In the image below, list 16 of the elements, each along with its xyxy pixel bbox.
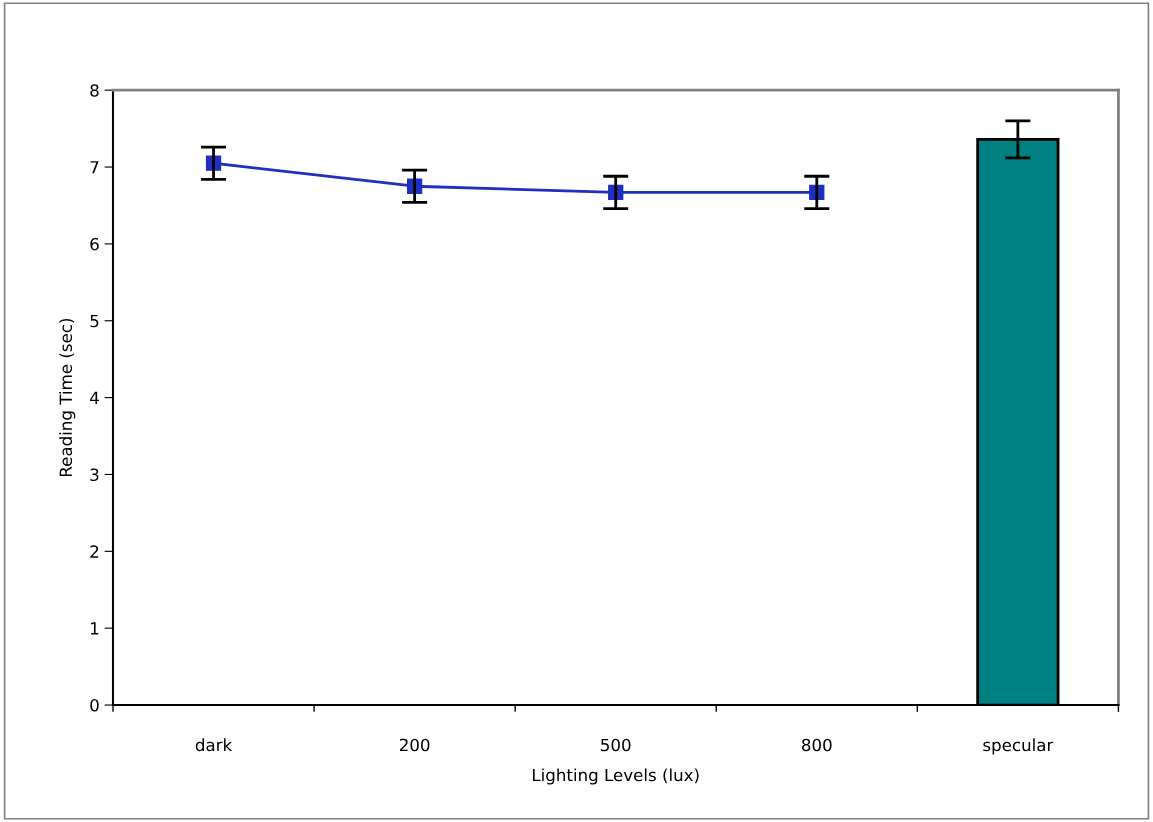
x-tick-label: 500 xyxy=(601,738,631,752)
y-tick-label: 2 xyxy=(90,545,99,558)
y-tick-label: 1 xyxy=(91,622,99,635)
x-tick-label: specular xyxy=(983,738,1054,755)
y-tick-label: 4 xyxy=(90,391,99,404)
y-tick-label: 6 xyxy=(90,237,99,251)
x-tick-label: 800 xyxy=(802,738,832,752)
y-axis-title: Reading Time (sec) xyxy=(59,318,76,477)
y-tick-label: 3 xyxy=(90,468,99,482)
x-tick-label: 200 xyxy=(399,738,430,752)
y-tick-label: 7 xyxy=(90,161,99,174)
x-axis-title: Lighting Levels (lux) xyxy=(532,768,699,785)
y-tick-label: 8 xyxy=(90,84,99,97)
y-tick-label: 0 xyxy=(90,698,99,712)
x-tick-label: dark xyxy=(195,738,233,752)
y-tick-label: 5 xyxy=(90,314,99,328)
